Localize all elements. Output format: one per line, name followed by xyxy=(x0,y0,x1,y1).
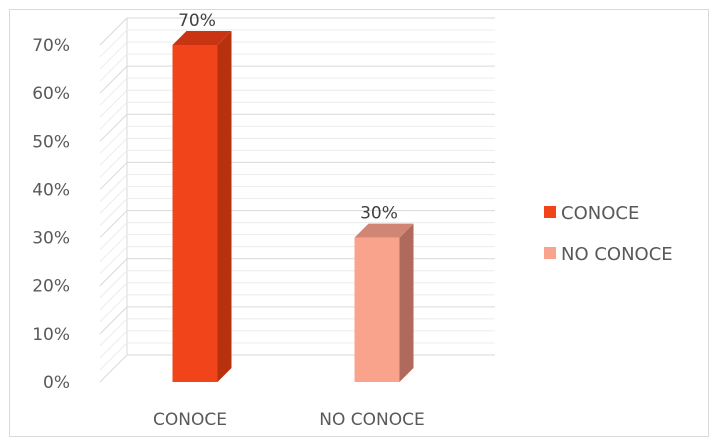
y-tick-label: 40% xyxy=(32,180,70,200)
legend-swatch xyxy=(544,247,556,259)
data-label: 30% xyxy=(360,204,398,224)
minor-gridline-diagonal xyxy=(99,174,128,202)
y-tick-label: 20% xyxy=(32,277,70,297)
minor-gridline-diagonal xyxy=(99,101,128,130)
y-tick-label: 70% xyxy=(32,36,70,56)
minor-gridline-diagonal xyxy=(99,198,128,226)
data-labels: 70% 30% xyxy=(178,11,398,224)
minor-gridline-diagonal xyxy=(99,150,128,178)
gridline-diagonal xyxy=(99,162,128,190)
minor-gridline-diagonal xyxy=(99,41,128,70)
gridline-diagonal xyxy=(99,65,128,94)
minor-gridline-diagonal xyxy=(99,89,128,118)
gridline-diagonal xyxy=(99,258,128,287)
minor-gridline-diagonal xyxy=(99,270,128,299)
chart-legend: CONOCE NO CONOCE xyxy=(544,203,673,265)
gridline-diagonal xyxy=(99,113,128,142)
data-label: 70% xyxy=(178,11,216,31)
bar-0 xyxy=(172,45,218,382)
minor-gridline-diagonal xyxy=(99,282,128,311)
y-tick-label: 30% xyxy=(32,229,70,249)
minor-gridline-diagonal xyxy=(99,294,128,323)
minor-gridline-diagonal xyxy=(99,234,128,262)
bar-side-1 xyxy=(399,223,414,382)
x-category-label: NO CONOCE xyxy=(319,410,424,430)
minor-gridline-diagonal xyxy=(99,29,128,58)
gridline-diagonal xyxy=(99,306,128,335)
y-tick-label: 10% xyxy=(32,325,70,345)
bar-top-0 xyxy=(172,31,232,45)
y-tick-label: 60% xyxy=(32,84,70,104)
minor-gridline-diagonal xyxy=(99,246,128,275)
minor-gridline-diagonal xyxy=(99,222,128,250)
bar-top-1 xyxy=(354,223,414,238)
chart-bars xyxy=(172,31,414,382)
chart-gridlines xyxy=(99,17,495,383)
minor-gridline-diagonal xyxy=(99,138,128,166)
minor-gridline-diagonal xyxy=(99,77,128,106)
gridline-diagonal xyxy=(99,354,128,383)
y-tick-label: 0% xyxy=(43,373,70,393)
gridline-diagonal xyxy=(99,210,128,238)
gridline-diagonal xyxy=(99,17,128,46)
y-axis: 0% 10% 20% 30% 40% 50% 60% 70% xyxy=(32,36,70,393)
legend-label: NO CONOCE xyxy=(561,244,673,265)
minor-gridline-diagonal xyxy=(99,330,128,359)
legend-swatch xyxy=(544,206,556,218)
minor-gridline-diagonal xyxy=(99,53,128,82)
bar-side-0 xyxy=(217,31,232,382)
minor-gridline-diagonal xyxy=(99,318,128,347)
x-category-label: CONOCE xyxy=(153,410,227,430)
minor-gridline-diagonal xyxy=(99,342,128,371)
legend-label: CONOCE xyxy=(561,203,639,224)
x-axis: CONOCE NO CONOCE xyxy=(153,410,425,430)
minor-gridline-diagonal xyxy=(99,125,128,154)
y-tick-label: 50% xyxy=(32,132,70,152)
bar-1 xyxy=(354,237,400,382)
minor-gridline-diagonal xyxy=(99,186,128,214)
